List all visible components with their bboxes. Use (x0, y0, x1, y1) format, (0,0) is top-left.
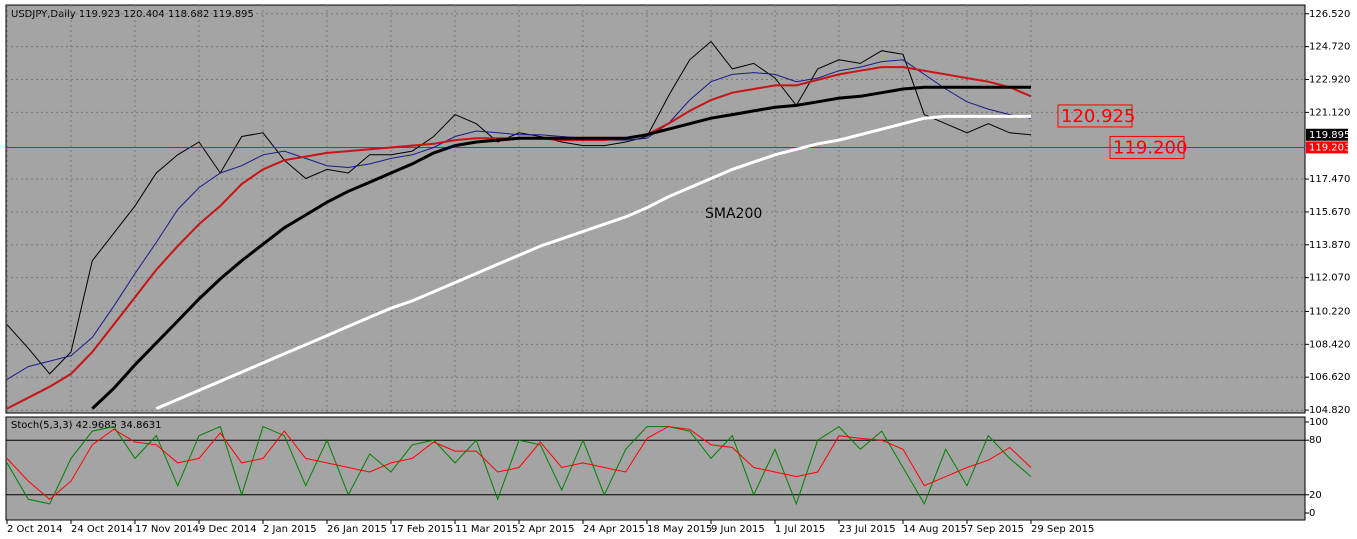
y-tick-label: 124.720 (1309, 42, 1350, 53)
price-panel (5, 4, 1306, 414)
price-tag-label: 119.203 (1309, 142, 1350, 153)
x-tick-label: 29 Sep 2015 (1031, 524, 1094, 535)
y-tick-label: 20 (1309, 490, 1322, 501)
y-tick-label: 0 (1309, 508, 1315, 519)
y-tick-label: 104.820 (1309, 405, 1350, 416)
x-tick-label: 17 Nov 2014 (135, 524, 199, 535)
chart-title: USDJPY,Daily 119.923 120.404 118.682 119… (11, 9, 254, 20)
y-tick-label: 121.120 (1309, 107, 1350, 118)
stoch-panel (5, 416, 1306, 521)
series-line (6, 426, 1032, 500)
x-tick-label: 2 Oct 2014 (7, 524, 62, 535)
series-line (155, 114, 1031, 410)
y-tick-label: 122.920 (1309, 75, 1350, 86)
level-label-box (1109, 135, 1185, 159)
x-tick-label: 18 May 2015 (647, 524, 712, 535)
x-tick-label: 1 Jul 2015 (775, 524, 825, 535)
y-tick-label: 110.220 (1309, 306, 1350, 317)
series-line (6, 425, 1032, 506)
y-tick-label: 126.520 (1309, 9, 1350, 20)
series-line (6, 59, 1032, 380)
price-tag (1306, 141, 1348, 154)
x-tick-label: 26 Jan 2015 (327, 524, 387, 535)
y-tick-label: 112.070 (1309, 273, 1350, 284)
x-tick-label: 23 Jul 2015 (839, 524, 896, 535)
y-tick-label: 115.670 (1309, 207, 1350, 218)
series-line (91, 85, 1031, 410)
x-tick-label: 24 Oct 2014 (71, 524, 133, 535)
level-label: 119.200 (1113, 137, 1187, 158)
annotation: SMA200 (705, 206, 762, 222)
price-tag (1306, 128, 1348, 141)
x-tick-label: 9 Jun 2015 (711, 524, 765, 535)
y-tick-label: 80 (1309, 435, 1322, 446)
x-tick-label: 2 Apr 2015 (519, 524, 574, 535)
y-tick-label: 108.420 (1309, 339, 1350, 350)
x-tick-label: 11 Mar 2015 (455, 524, 518, 535)
y-tick-label: 100 (1309, 417, 1328, 428)
x-tick-label: 7 Sep 2015 (967, 524, 1024, 535)
y-tick-label: 113.870 (1309, 240, 1350, 251)
x-tick-label: 9 Dec 2014 (199, 524, 257, 535)
stoch-title: Stoch(5,3,3) 42.9685 34.8631 (11, 420, 162, 431)
y-tick-label: 106.620 (1309, 372, 1350, 383)
x-tick-label: 2 Jan 2015 (263, 524, 317, 535)
y-tick-label: 117.470 (1309, 174, 1350, 185)
x-tick-label: 24 Apr 2015 (583, 524, 645, 535)
price-tag-label: 119.895 (1309, 130, 1350, 141)
series-line (6, 40, 1032, 375)
level-label-box (1057, 104, 1133, 128)
level-label: 120.925 (1061, 106, 1135, 127)
x-tick-label: 14 Aug 2015 (903, 524, 967, 535)
x-tick-label: 17 Feb 2015 (391, 524, 453, 535)
